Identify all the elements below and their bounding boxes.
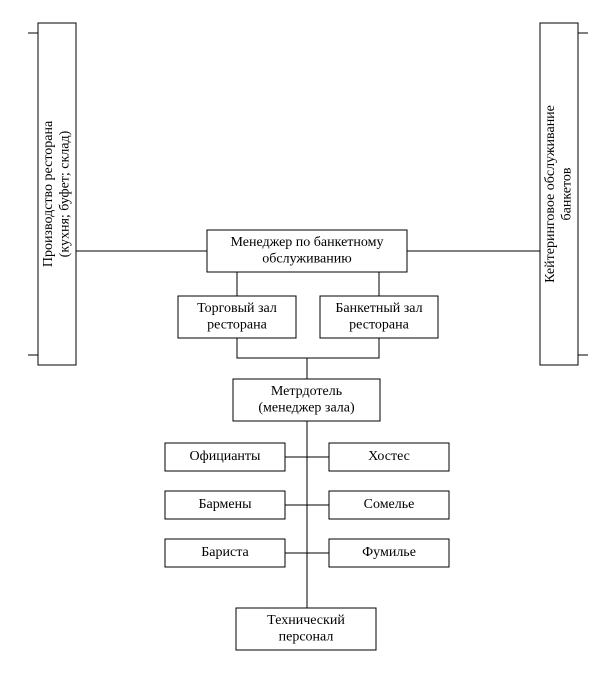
node-label: Фумилье (362, 545, 416, 560)
node-manager: Менеджер по банкетномуобслуживанию (207, 230, 407, 272)
node-label: Технический (267, 613, 345, 628)
node-banquet_hall: Банкетный залресторана (320, 296, 438, 338)
node-label: (менеджер зала) (258, 400, 355, 415)
node-label: Кейтеринговое обслуживание (543, 105, 558, 283)
node-label: Менеджер по банкетному (230, 235, 383, 250)
node-fumier: Фумилье (329, 539, 449, 567)
node-label: Хостес (368, 449, 410, 464)
node-tech: Техническийперсонал (236, 608, 376, 650)
node-label: ресторана (349, 317, 409, 332)
node-label: банкетов (559, 167, 574, 220)
node-label: Производство ресторана (41, 120, 56, 267)
node-waiters: Официанты (165, 443, 285, 471)
node-barista: Бариста (165, 539, 285, 567)
org-chart: Производство ресторана(кухня; буфет; скл… (0, 0, 613, 685)
node-label: персонал (279, 629, 334, 644)
node-sommelier: Сомелье (329, 491, 449, 519)
node-barmen: Бармены (165, 491, 285, 519)
node-label: Банкетный зал (335, 301, 422, 316)
node-hostess: Хостес (329, 443, 449, 471)
node-label: Торговый зал (197, 301, 277, 316)
node-label: ресторана (207, 317, 267, 332)
node-label: (кухня; буфет; склад) (57, 130, 72, 257)
node-label: Сомелье (364, 497, 415, 512)
node-label: Официанты (190, 449, 261, 464)
node-label: обслуживанию (262, 251, 351, 266)
node-maitre: Метрдотель(менеджер зала) (233, 379, 380, 421)
node-left_side: Производство ресторана(кухня; буфет; скл… (38, 23, 76, 365)
node-label: Метрдотель (271, 384, 342, 399)
node-trade_hall: Торговый залресторана (178, 296, 296, 338)
node-label: Бариста (201, 545, 249, 560)
edge (237, 338, 307, 379)
node-label: Бармены (198, 497, 252, 512)
node-right_side: Кейтеринговое обслуживаниебанкетов (540, 23, 578, 365)
edge (307, 338, 379, 358)
